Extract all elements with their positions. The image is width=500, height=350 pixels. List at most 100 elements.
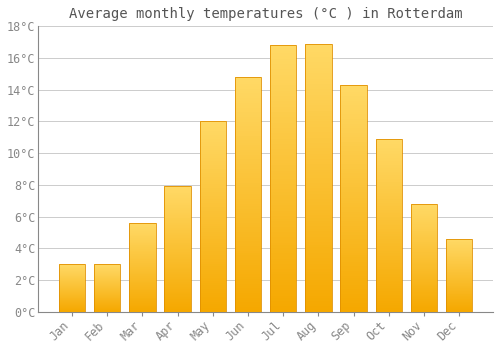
Bar [59, 307, 86, 308]
Bar [130, 263, 156, 264]
Bar [270, 152, 296, 155]
Bar [376, 251, 402, 253]
Bar [235, 293, 261, 295]
Bar [235, 274, 261, 277]
Bar [376, 277, 402, 279]
Bar [340, 148, 367, 151]
Bar [305, 49, 332, 52]
Bar [200, 247, 226, 249]
Bar [411, 210, 437, 211]
Bar [340, 285, 367, 287]
Bar [164, 306, 191, 307]
Bar [164, 190, 191, 191]
Bar [130, 234, 156, 236]
Bar [411, 245, 437, 246]
Bar [376, 180, 402, 182]
Bar [411, 259, 437, 260]
Bar [235, 136, 261, 138]
Bar [130, 250, 156, 251]
Bar [411, 300, 437, 301]
Bar [411, 276, 437, 277]
Bar [376, 220, 402, 222]
Bar [94, 275, 120, 276]
Bar [340, 92, 367, 94]
Bar [376, 186, 402, 187]
Bar [235, 147, 261, 150]
Bar [94, 305, 120, 306]
Bar [340, 187, 367, 189]
Bar [59, 295, 86, 296]
Bar [164, 234, 191, 235]
Bar [235, 248, 261, 251]
Bar [235, 96, 261, 98]
Bar [411, 205, 437, 206]
Bar [130, 272, 156, 273]
Bar [340, 255, 367, 257]
Bar [94, 310, 120, 311]
Bar [411, 301, 437, 302]
Bar [59, 294, 86, 295]
Bar [270, 59, 296, 61]
Bar [305, 86, 332, 89]
Bar [376, 161, 402, 163]
Bar [164, 257, 191, 258]
Bar [411, 242, 437, 243]
Bar [340, 201, 367, 203]
Bar [59, 272, 86, 273]
Bar [411, 232, 437, 233]
Bar [411, 256, 437, 257]
Bar [200, 181, 226, 182]
Bar [376, 213, 402, 215]
Bar [411, 239, 437, 240]
Bar [94, 307, 120, 308]
Bar [164, 256, 191, 257]
Bar [164, 307, 191, 308]
Bar [376, 243, 402, 244]
Bar [446, 302, 472, 303]
Bar [130, 305, 156, 306]
Bar [340, 174, 367, 176]
Bar [164, 309, 191, 310]
Bar [235, 267, 261, 270]
Bar [270, 101, 296, 104]
Bar [411, 305, 437, 306]
Bar [305, 247, 332, 250]
Bar [200, 270, 226, 272]
Bar [200, 224, 226, 226]
Bar [94, 301, 120, 302]
Bar [411, 268, 437, 269]
Bar [376, 300, 402, 301]
Bar [164, 215, 191, 217]
Bar [340, 160, 367, 162]
Bar [94, 294, 120, 295]
Bar [130, 245, 156, 246]
Bar [340, 309, 367, 312]
Bar [270, 229, 296, 232]
Bar [340, 307, 367, 309]
Bar [305, 282, 332, 285]
Bar [305, 231, 332, 234]
Bar [200, 123, 226, 125]
Bar [130, 264, 156, 265]
Bar [235, 105, 261, 107]
Bar [130, 278, 156, 279]
Bar [446, 289, 472, 290]
Bar [94, 269, 120, 270]
Bar [94, 304, 120, 305]
Bar [164, 278, 191, 279]
Bar [200, 148, 226, 150]
Bar [235, 100, 261, 103]
Bar [340, 230, 367, 232]
Bar [376, 236, 402, 237]
Bar [446, 243, 472, 244]
Bar [376, 215, 402, 217]
Bar [164, 247, 191, 248]
Bar [305, 116, 332, 119]
Bar [305, 170, 332, 173]
Bar [59, 267, 86, 268]
Bar [340, 205, 367, 208]
Bar [200, 142, 226, 144]
Bar [200, 150, 226, 152]
Bar [340, 153, 367, 155]
Bar [130, 261, 156, 262]
